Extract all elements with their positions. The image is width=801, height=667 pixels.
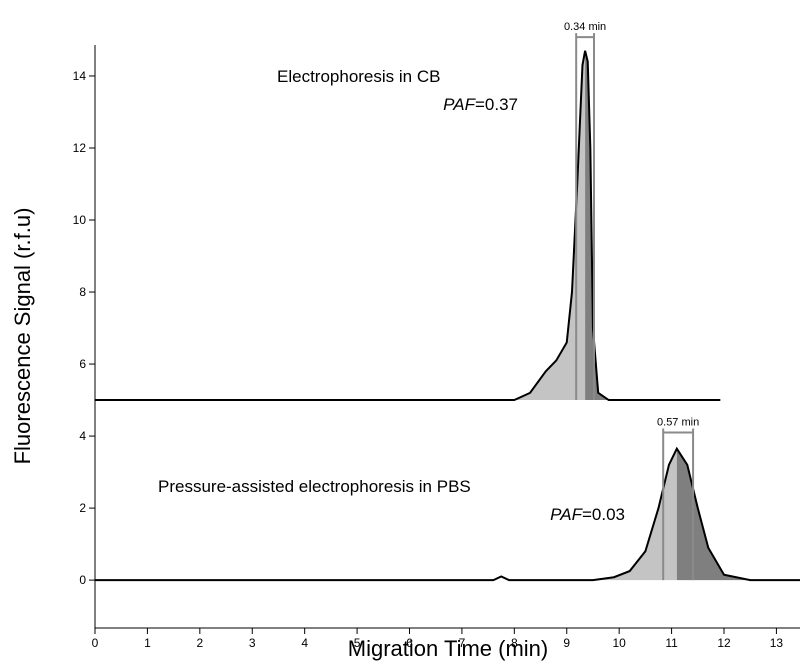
paf-symbol: PAF xyxy=(550,505,583,524)
x-tick-label: 6 xyxy=(406,636,413,650)
paf-symbol: PAF xyxy=(443,95,476,114)
width-label: 0.34 min xyxy=(564,21,606,33)
x-tick-label: 12 xyxy=(717,636,731,650)
x-tick-label: 8 xyxy=(511,636,518,650)
peak-area-rising xyxy=(514,50,586,401)
peak-area-rising xyxy=(592,448,677,581)
x-tick-label: 2 xyxy=(196,636,203,650)
x-tick-label: 7 xyxy=(459,636,466,650)
x-tick-label: 9 xyxy=(563,636,570,650)
y-tick-label: 10 xyxy=(73,213,87,227)
series-annotation: Electrophoresis in CB xyxy=(277,67,440,86)
x-tick-label: 11 xyxy=(665,636,678,650)
paf-value: =0.03 xyxy=(582,505,625,524)
paf-value: =0.37 xyxy=(475,95,518,114)
peak-area-falling xyxy=(585,50,609,401)
x-tick-label: 10 xyxy=(612,636,626,650)
x-tick-label: 13 xyxy=(770,636,784,650)
trace-line xyxy=(95,446,800,582)
x-axis-label: Migration Time (min) xyxy=(348,636,548,661)
y-axis-label: Fluorescence Signal (r.f.u) xyxy=(10,208,35,465)
x-tick-label: 1 xyxy=(144,636,151,650)
y-tick-label: 2 xyxy=(79,501,86,515)
y-tick-label: 0 xyxy=(79,573,86,587)
y-tick-label: 14 xyxy=(73,69,87,83)
paf-annotation: PAF=0.37 xyxy=(443,95,518,114)
x-tick-label: 0 xyxy=(92,636,99,650)
x-tick-label: 4 xyxy=(301,636,308,650)
x-tick-label: 5 xyxy=(354,636,361,650)
x-tick-label: 3 xyxy=(249,636,256,650)
peak-area-falling xyxy=(676,448,751,581)
trace-line xyxy=(95,50,721,402)
y-tick-label: 6 xyxy=(79,357,86,371)
y-tick-label: 4 xyxy=(79,429,86,443)
width-label: 0.57 min xyxy=(657,416,699,428)
y-tick-label: 8 xyxy=(79,285,86,299)
y-tick-label: 12 xyxy=(73,141,87,155)
series-annotation: Pressure-assisted electrophoresis in PBS xyxy=(158,477,471,496)
paf-annotation: PAF=0.03 xyxy=(550,505,625,524)
